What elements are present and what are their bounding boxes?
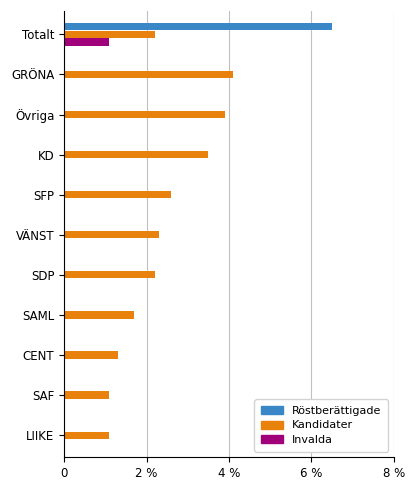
Bar: [64, 391, 109, 399]
Bar: [64, 23, 332, 30]
Bar: [64, 31, 155, 38]
Legend: Röstberättigade, Kandidater, Invalda: Röstberättigade, Kandidater, Invalda: [255, 399, 388, 452]
Bar: [64, 191, 171, 198]
Bar: [64, 151, 208, 158]
Bar: [64, 432, 109, 439]
Bar: [64, 231, 159, 238]
Bar: [64, 38, 109, 46]
Bar: [64, 352, 118, 358]
Bar: [64, 311, 134, 319]
Bar: [64, 111, 225, 118]
Bar: [64, 71, 233, 78]
Bar: [64, 271, 155, 278]
